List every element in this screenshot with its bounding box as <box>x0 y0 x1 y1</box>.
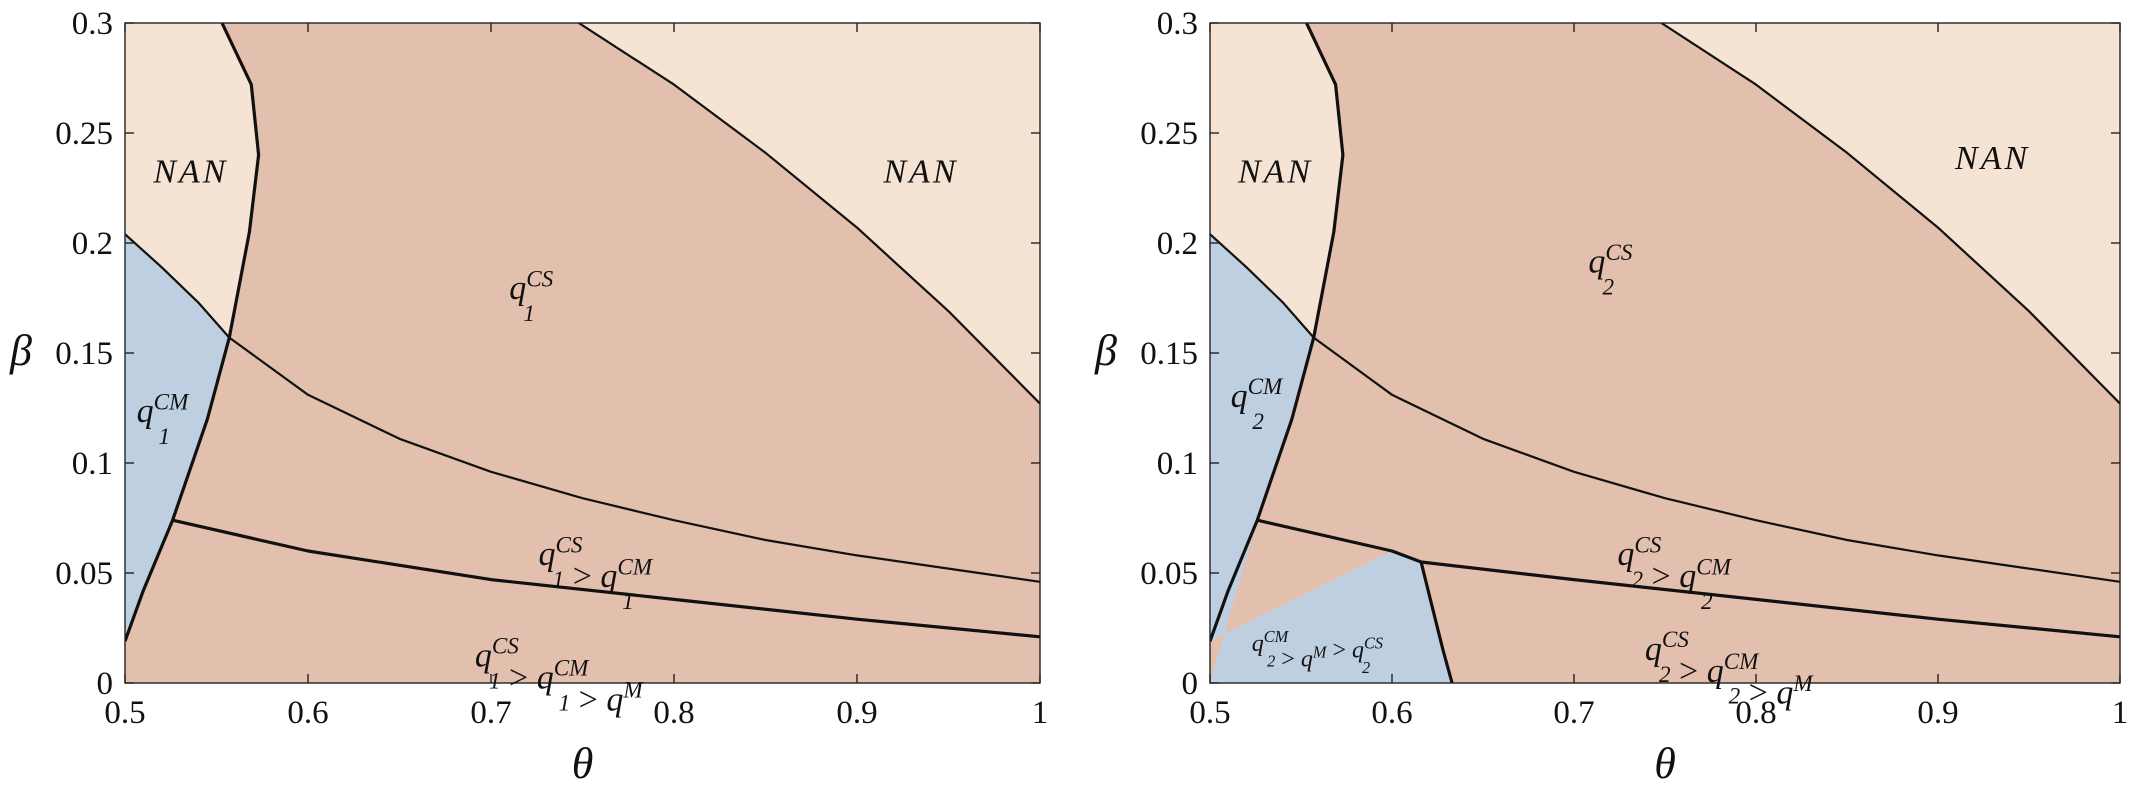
y-tick-label: 0.3 <box>1157 6 1198 42</box>
boundary-feasibility-left <box>125 233 231 339</box>
label-q-cs: qCS 1 <box>509 266 553 327</box>
x-tick-label: 0.6 <box>287 695 328 731</box>
boundary-threshold-upper <box>228 336 1040 583</box>
x-tick-label: 0.7 <box>470 695 511 731</box>
y-tick-label: 0 <box>97 666 114 702</box>
label-q-cs-gt-cm-gt-m: qCS 1 > qCM 1 > qM <box>475 634 644 719</box>
label-nan-left: NAN <box>152 153 228 190</box>
boundary-threshold-lower <box>172 518 1040 639</box>
label-nan-left: NAN <box>1237 153 1313 190</box>
annotation-layer: NAN NAN qCS 1 qCM 1 qCS 1 > qCM 1 qCS 1 > qCM 1 > q… <box>137 153 958 719</box>
y-tick-label: 0.25 <box>55 116 113 152</box>
boundary-threshold-upper <box>1313 336 2120 583</box>
x-tick-label: 0.8 <box>653 695 694 731</box>
x-axis: 0.5 0.6 0.7 0.8 0.9 1 <box>104 23 1048 731</box>
x-tick-label: 0.5 <box>104 695 145 731</box>
region-cm-low <box>1210 520 1453 683</box>
annotation-layer: NAN NAN qCS 2 qCM 2 qCS 2 > qCM 2 qCM 2 > qM > qCS… <box>1231 140 2030 712</box>
region-nan-right <box>1661 23 2120 404</box>
boundary-threshold-lower <box>1256 518 2120 639</box>
label-q-cs-gt-cm-gt-m: qCS 2 > qCM 2 > qM <box>1645 627 1814 712</box>
label-q-cm: qCM 1 <box>137 389 190 450</box>
y-tick-label: 0.15 <box>55 336 113 372</box>
label-q-cm: qCM 2 <box>1231 374 1284 435</box>
y-tick-label: 0.1 <box>1157 446 1198 482</box>
region-layer <box>125 23 1040 683</box>
boundary-feasibility-upper <box>1660 23 2120 405</box>
y-tick-label: 0.05 <box>1140 556 1198 592</box>
y-tick-label: 0.2 <box>72 226 113 262</box>
x-tick-label: 0.5 <box>1189 695 1230 731</box>
panel-right: 0.5 0.6 0.7 0.8 0.9 1 0 0.05 0.1 0.15 0.2 0.25 0.3 θ β… <box>1094 6 2128 788</box>
label-q-cs-gt-cm: qCS 2 > qCM 2 <box>1617 532 1732 615</box>
x-tick-label: 0.8 <box>1735 695 1776 731</box>
x-tick-label: 1 <box>1032 695 1049 731</box>
x-tick-label: 0.6 <box>1371 695 1412 731</box>
region-cm <box>125 234 230 642</box>
boundary-cm-m-boundary <box>1419 561 1454 683</box>
x-tick-label: 0.9 <box>836 695 877 731</box>
y-axis-label: β <box>1094 326 1117 375</box>
boundary-feasibility-left <box>1210 233 1315 339</box>
label-q-cs-gt-cm: qCS 1 > qCM 1 <box>539 532 654 615</box>
boundary-layer <box>1210 23 2120 683</box>
y-axis-label: β <box>9 326 32 375</box>
panel-left: 0.5 0.6 0.7 0.8 0.9 1 0 0.05 0.1 0.15 0.2 0.25 0.3 θ β… <box>9 6 1048 788</box>
y-axis: 0 0.05 0.1 0.15 0.2 0.25 0.3 <box>1140 6 2120 702</box>
x-axis: 0.5 0.6 0.7 0.8 0.9 1 <box>1189 23 2128 731</box>
y-tick-label: 0.2 <box>1157 226 1198 262</box>
x-tick-label: 0.7 <box>1553 695 1594 731</box>
y-tick-label: 0.05 <box>55 556 113 592</box>
label-nan-right: NAN <box>1954 140 2030 177</box>
region-nan-left <box>125 23 259 338</box>
region-cm <box>1210 234 1314 642</box>
y-axis: 0 0.05 0.1 0.15 0.2 0.25 0.3 <box>55 6 1040 702</box>
region-nan-left <box>1210 23 1343 338</box>
region-layer <box>1210 23 2120 683</box>
y-tick-label: 0.25 <box>1140 116 1198 152</box>
y-tick-label: 0.3 <box>72 6 113 42</box>
x-tick-label: 1 <box>2112 695 2129 731</box>
label-q-cm-gt-m-gt-cs: qCM 2 > qM > qCS 2 <box>1252 627 1383 677</box>
y-tick-label: 0.15 <box>1140 336 1198 372</box>
x-axis-label: θ <box>1654 739 1676 788</box>
y-tick-label: 0 <box>1182 666 1199 702</box>
label-q-cs: qCS 2 <box>1588 240 1632 301</box>
y-tick-label: 0.1 <box>72 446 113 482</box>
boundary-layer <box>125 23 1040 642</box>
label-nan-right: NAN <box>882 153 958 190</box>
region-nan-right <box>578 23 1040 404</box>
x-axis-label: θ <box>572 739 594 788</box>
x-tick-label: 0.9 <box>1917 695 1958 731</box>
boundary-feasibility-upper <box>578 23 1040 405</box>
